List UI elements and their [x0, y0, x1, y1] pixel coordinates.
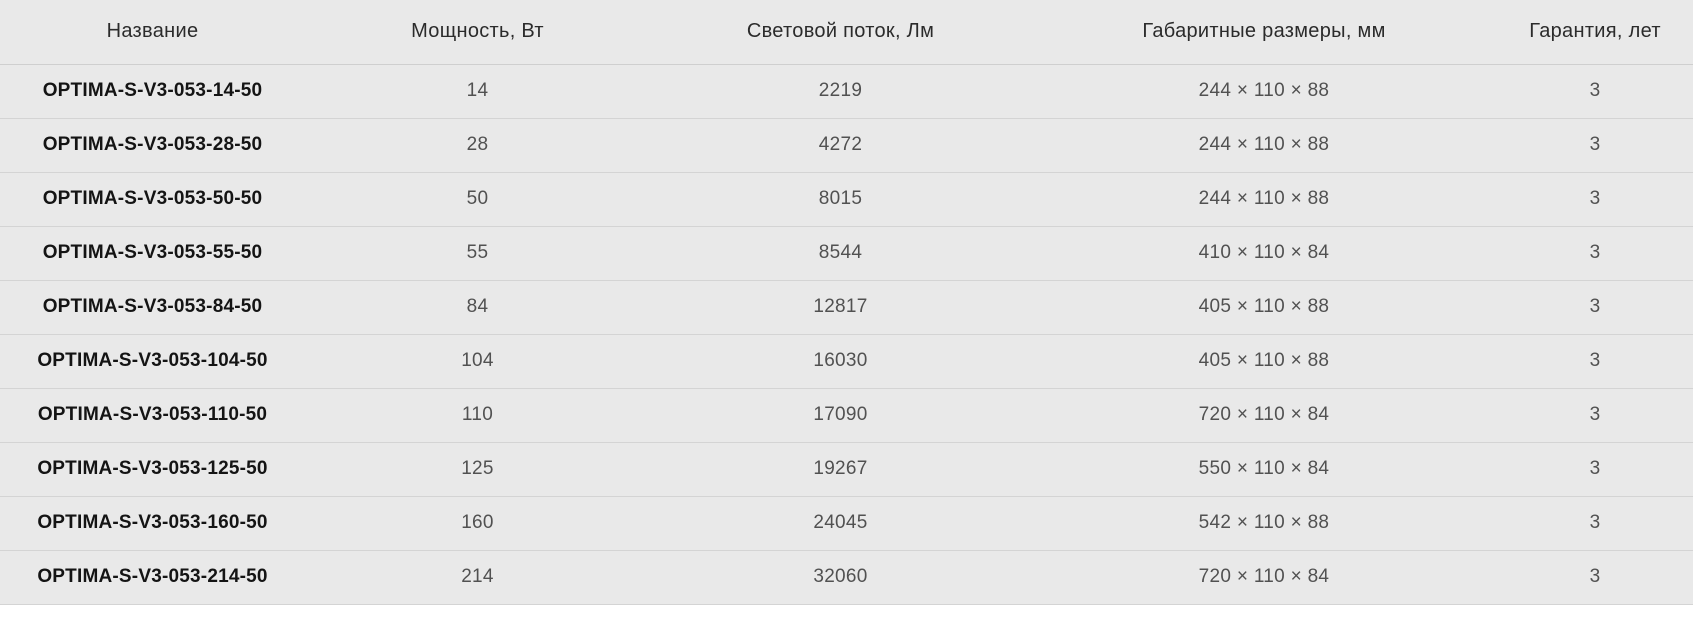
cell-luminous-flux: 12817 — [813, 296, 868, 317]
cell-power: 84 — [466, 296, 489, 317]
cell-warranty: 3 — [1589, 134, 1601, 155]
cell-luminous-flux: 8544 — [818, 242, 863, 263]
cell-warranty: 3 — [1589, 458, 1601, 479]
cell-power: 110 — [461, 404, 494, 425]
cell-name: OPTIMA-S-V3-053-160-50 — [37, 512, 268, 533]
cell-dimensions: 405 × 110 × 88 — [1198, 296, 1330, 317]
table-header-row: Название Мощность, Вт Световой поток, Лм… — [0, 0, 1693, 64]
column-header-warranty: Гарантия, лет — [1529, 20, 1661, 43]
table-row: OPTIMA-S-V3-053-104-50 104 16030 405 × 110 … — [0, 334, 1693, 388]
table-row: OPTIMA-S-V3-053-160-50 160 24045 542 × 110 … — [0, 496, 1693, 550]
cell-warranty: 3 — [1589, 188, 1601, 209]
cell-name: OPTIMA-S-V3-053-110-50 — [37, 404, 268, 425]
cell-luminous-flux: 16030 — [813, 350, 868, 371]
table-row: OPTIMA-S-V3-053-84-50 84 12817 405 × 110 × … — [0, 280, 1693, 334]
cell-dimensions: 542 × 110 × 88 — [1198, 512, 1330, 533]
cell-dimensions: 550 × 110 × 84 — [1198, 458, 1330, 479]
table-row: OPTIMA-S-V3-053-110-50 110 17090 720 × 110 … — [0, 388, 1693, 442]
cell-name: OPTIMA-S-V3-053-214-50 — [37, 566, 268, 587]
table-header: Название Мощность, Вт Световой поток, Лм… — [0, 0, 1693, 64]
cell-power: 14 — [466, 80, 489, 101]
cell-power: 125 — [461, 458, 494, 479]
cell-power: 28 — [466, 134, 489, 155]
cell-warranty: 3 — [1589, 512, 1601, 533]
table-row: OPTIMA-S-V3-053-125-50 125 19267 550 × 110 … — [0, 442, 1693, 496]
cell-luminous-flux: 24045 — [813, 512, 868, 533]
cell-power: 160 — [461, 512, 494, 533]
cell-power: 104 — [461, 350, 494, 371]
column-header-luminous-flux: Световой поток, Лм — [746, 20, 935, 43]
cell-luminous-flux: 17090 — [813, 404, 868, 425]
cell-warranty: 3 — [1589, 404, 1601, 425]
cell-warranty: 3 — [1589, 566, 1601, 587]
cell-power: 55 — [466, 242, 489, 263]
table-row: OPTIMA-S-V3-053-55-50 55 8544 410 × 110 × 8… — [0, 226, 1693, 280]
cell-power: 50 — [466, 188, 489, 209]
table-row: OPTIMA-S-V3-053-28-50 28 4272 244 × 110 × 8… — [0, 118, 1693, 172]
cell-name: OPTIMA-S-V3-053-84-50 — [42, 296, 263, 317]
column-header-name: Название — [106, 20, 199, 43]
cell-luminous-flux: 2219 — [818, 80, 863, 101]
cell-name: OPTIMA-S-V3-053-104-50 — [37, 350, 268, 371]
cell-luminous-flux: 32060 — [813, 566, 868, 587]
product-spec-table: Название Мощность, Вт Световой поток, Лм… — [0, 0, 1693, 605]
cell-power: 214 — [461, 566, 494, 587]
cell-luminous-flux: 4272 — [818, 134, 863, 155]
cell-luminous-flux: 19267 — [813, 458, 868, 479]
cell-name: OPTIMA-S-V3-053-14-50 — [42, 80, 263, 101]
table-row: OPTIMA-S-V3-053-214-50 214 32060 720 × 110 … — [0, 550, 1693, 604]
table-row: OPTIMA-S-V3-053-50-50 50 8015 244 × 110 × 8… — [0, 172, 1693, 226]
cell-warranty: 3 — [1589, 242, 1601, 263]
cell-dimensions: 244 × 110 × 88 — [1198, 134, 1330, 155]
cell-luminous-flux: 8015 — [818, 188, 863, 209]
cell-dimensions: 720 × 110 × 84 — [1198, 566, 1330, 587]
cell-dimensions: 410 × 110 × 84 — [1198, 242, 1330, 263]
cell-dimensions: 244 × 110 × 88 — [1198, 80, 1330, 101]
column-header-power: Мощность, Вт — [411, 20, 544, 43]
cell-warranty: 3 — [1589, 350, 1601, 371]
cell-dimensions: 405 × 110 × 88 — [1198, 350, 1330, 371]
cell-name: OPTIMA-S-V3-053-50-50 — [42, 188, 263, 209]
cell-name: OPTIMA-S-V3-053-125-50 — [37, 458, 268, 479]
cell-warranty: 3 — [1589, 80, 1601, 101]
cell-name: OPTIMA-S-V3-053-28-50 — [42, 134, 263, 155]
column-header-dimensions: Габаритные размеры, мм — [1142, 20, 1386, 43]
cell-dimensions: 720 × 110 × 84 — [1198, 404, 1330, 425]
table-row: OPTIMA-S-V3-053-14-50 14 2219 244 × 110 × 8… — [0, 64, 1693, 118]
cell-dimensions: 244 × 110 × 88 — [1198, 188, 1330, 209]
table-body: OPTIMA-S-V3-053-14-50 14 2219 244 × 110 × 8… — [0, 64, 1693, 604]
cell-name: OPTIMA-S-V3-053-55-50 — [42, 242, 263, 263]
cell-warranty: 3 — [1589, 296, 1601, 317]
